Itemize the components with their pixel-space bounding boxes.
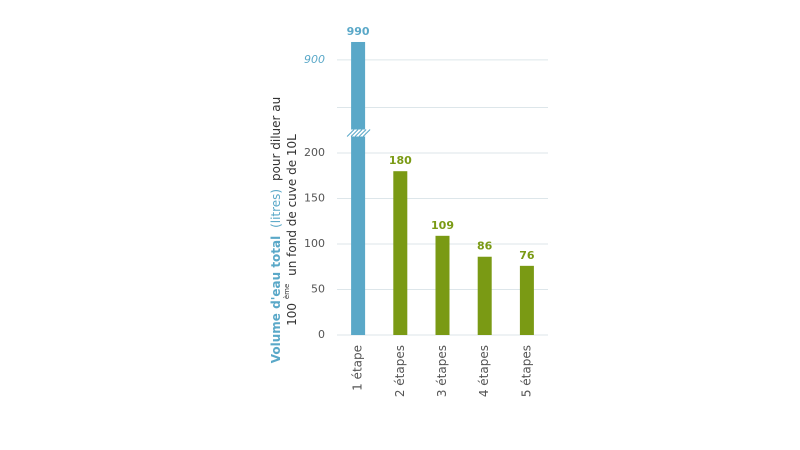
bar (519, 265, 534, 335)
axis-break-hatch (346, 129, 355, 137)
y-tick-label: 50 (311, 283, 325, 296)
value-label: 990 (347, 25, 370, 38)
value-label: 86 (477, 240, 493, 253)
axis-break-hatch (350, 129, 359, 137)
x-tick-label: 4 étapes (477, 345, 491, 397)
y-label-part: (litres) (269, 189, 283, 228)
y-tick-label: 0 (318, 328, 325, 341)
y-label-line1: Volume d'eau total (litres) pour diluer … (269, 97, 283, 364)
y-label-part: un fond de cuve de 10L (285, 134, 299, 276)
bar (435, 235, 450, 335)
bar (477, 256, 492, 335)
bar (351, 41, 366, 336)
value-label: 76 (519, 249, 535, 262)
y-tick-label: 150 (304, 192, 325, 205)
bar (393, 171, 408, 335)
y-axis-label: Volume d'eau total (litres) pour diluer … (269, 97, 299, 364)
value-label: 109 (431, 219, 454, 232)
y-label-part: pour diluer au (269, 97, 283, 181)
axis-break-hatch (362, 129, 371, 137)
axis-break-hatch (358, 129, 367, 137)
value-label: 180 (389, 154, 412, 167)
y-tick-label: 200 (304, 146, 325, 159)
y-tick-label: 100 (304, 237, 325, 250)
x-tick-label: 5 étapes (519, 345, 533, 397)
x-tick-label: 2 étapes (393, 345, 407, 397)
y-label-part: 100 (285, 303, 299, 326)
y-label-line2: 100 ème un fond de cuve de 10L (280, 134, 299, 326)
y-label-part: ème (283, 284, 291, 299)
x-tick-label: 1 étape (351, 345, 365, 391)
y-tick-label: 900 (304, 53, 325, 66)
y-label-part: Volume d'eau total (269, 236, 283, 364)
axis-break-hatch (354, 129, 363, 137)
x-tick-label: 3 étapes (435, 345, 449, 397)
